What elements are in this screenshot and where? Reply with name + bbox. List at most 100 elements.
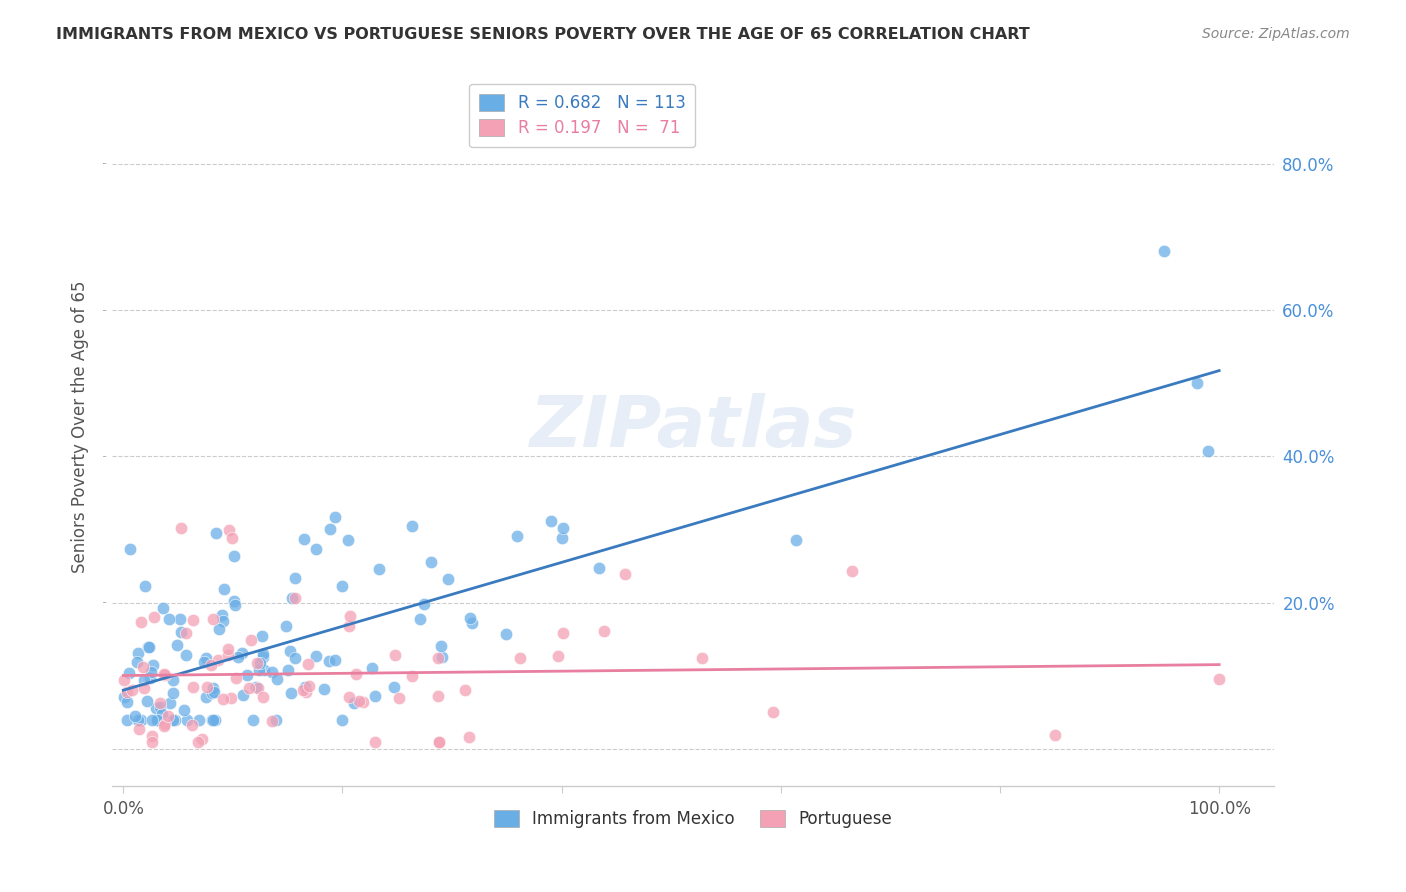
Point [236, 667, 259, 681]
Point [217, 641, 239, 656]
Point [436, 572, 458, 586]
Point [117, 685, 139, 699]
Point [149, 700, 172, 714]
Point [226, 649, 249, 664]
Point [305, 648, 328, 663]
Point [202, 611, 225, 625]
Point [278, 644, 301, 658]
Point [146, 713, 169, 727]
Point [212, 692, 235, 706]
Point [174, 626, 197, 640]
Point [238, 681, 260, 695]
Point [136, 640, 159, 654]
Point [547, 648, 569, 663]
Point [200, 657, 222, 672]
Point [217, 648, 239, 662]
Point [169, 612, 191, 626]
Point [159, 696, 181, 710]
Point [252, 647, 274, 661]
Point [131, 659, 153, 673]
Point [118, 665, 141, 680]
Point [342, 696, 364, 710]
Point [337, 618, 360, 632]
Point [252, 690, 274, 704]
Point [242, 713, 264, 727]
Point [115, 713, 138, 727]
Point [420, 555, 443, 569]
Point [297, 657, 319, 672]
Point [132, 681, 155, 695]
Point [384, 648, 406, 663]
Point [174, 648, 197, 662]
Point [401, 668, 423, 682]
Point [588, 561, 610, 575]
Point [181, 680, 204, 694]
Point [262, 714, 284, 728]
Point [115, 695, 138, 709]
Point [139, 665, 162, 679]
Point [211, 607, 233, 622]
Point [153, 666, 176, 681]
Point [145, 701, 167, 715]
Point [280, 686, 302, 700]
Point [195, 690, 218, 704]
Point [247, 663, 270, 677]
Point [454, 683, 477, 698]
Point [232, 688, 254, 702]
Point [294, 532, 316, 546]
Point [382, 680, 405, 694]
Point [153, 719, 176, 733]
Point [170, 624, 193, 639]
Point [330, 713, 353, 727]
Point [125, 655, 148, 669]
Point [128, 722, 150, 736]
Point [593, 624, 616, 638]
Point [120, 541, 142, 556]
Point [260, 665, 283, 680]
Point [202, 685, 225, 699]
Point [762, 706, 785, 720]
Point [212, 582, 235, 596]
Point [187, 735, 209, 749]
Point [461, 615, 484, 630]
Point [291, 683, 314, 698]
Point [336, 533, 359, 547]
Point [224, 598, 246, 612]
Point [249, 657, 271, 671]
Point [294, 680, 316, 694]
Point [219, 690, 242, 705]
Point [427, 651, 450, 665]
Point [509, 650, 531, 665]
Point [166, 638, 188, 652]
Point [281, 591, 304, 606]
Point [124, 708, 146, 723]
Point [218, 524, 240, 538]
Point [339, 608, 361, 623]
Point [201, 713, 224, 727]
Point [614, 567, 637, 582]
Point [176, 713, 198, 727]
Point [294, 685, 316, 699]
Point [364, 735, 387, 749]
Point [284, 591, 307, 606]
Point [252, 649, 274, 664]
Point [250, 629, 273, 643]
Point [112, 673, 135, 688]
Point [141, 713, 163, 727]
Point [274, 619, 297, 633]
Point [195, 651, 218, 665]
Point [253, 663, 276, 677]
Point [540, 514, 562, 528]
Point [1043, 728, 1066, 742]
Point [204, 713, 226, 727]
Point [1153, 244, 1175, 259]
Point [134, 579, 156, 593]
Point [344, 666, 367, 681]
Point [323, 509, 346, 524]
Point [1187, 376, 1209, 391]
Text: Source: ZipAtlas.com: Source: ZipAtlas.com [1202, 27, 1350, 41]
Point [551, 531, 574, 545]
Point [360, 661, 382, 675]
Point [149, 696, 172, 710]
Point [330, 579, 353, 593]
